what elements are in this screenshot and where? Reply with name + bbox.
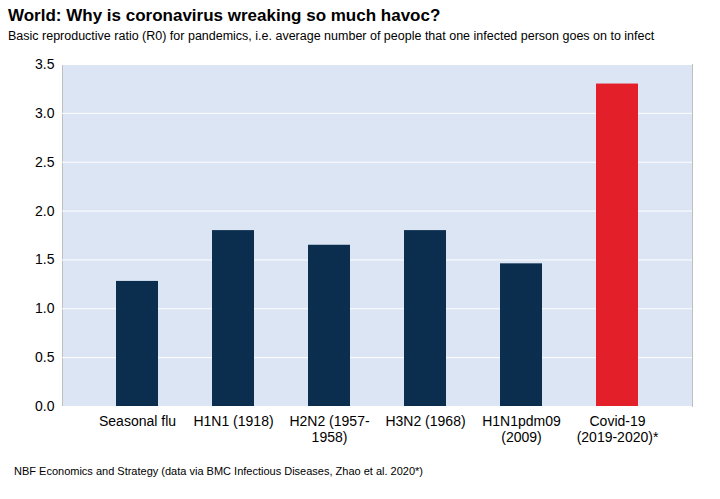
svg-text:1.0: 1.0 — [35, 300, 55, 316]
svg-text:H2N2 (1957-1958): H2N2 (1957-1958) — [289, 413, 369, 445]
svg-text:3.5: 3.5 — [35, 56, 55, 72]
svg-text:H3N2 (1968): H3N2 (1968) — [385, 413, 465, 429]
svg-text:0.0: 0.0 — [35, 398, 55, 414]
svg-text:Seasonal flu: Seasonal flu — [99, 413, 176, 429]
svg-text:Covid-19(2019-2020)*: Covid-19(2019-2020)* — [577, 413, 659, 445]
svg-text:0.5: 0.5 — [35, 349, 55, 365]
html-text:NBF Economics and Strategy (da: NBF Economics and Strategy (data via BMC… — [14, 465, 423, 477]
svg-text:3.0: 3.0 — [35, 105, 55, 121]
svg-text:2.5: 2.5 — [35, 154, 55, 170]
svg-text:H1N1 (1918): H1N1 (1918) — [193, 413, 273, 429]
html-text:World: Why is coronavirus wrea: World: Why is coronavirus wreaking so mu… — [8, 6, 441, 25]
html-text:Basic reproductive ratio (R0): Basic reproductive ratio (R0) for pandem… — [8, 29, 655, 43]
svg-text:1.5: 1.5 — [35, 251, 55, 267]
svg-text:2.0: 2.0 — [35, 203, 55, 219]
svg-text:H1N1pdm09(2009): H1N1pdm09(2009) — [482, 413, 561, 445]
